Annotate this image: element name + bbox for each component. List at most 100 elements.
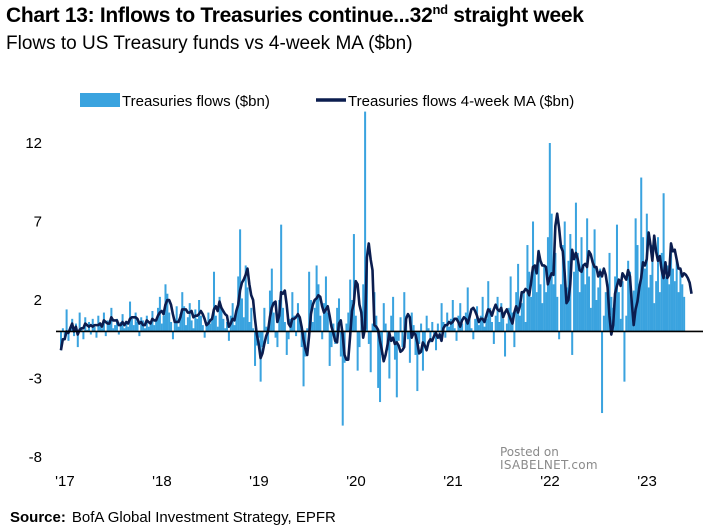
flow-bar xyxy=(636,245,639,332)
flow-bar xyxy=(379,331,382,403)
flow-bar xyxy=(108,323,111,332)
flow-bar xyxy=(608,252,611,332)
flow-bar xyxy=(95,331,98,338)
flow-bar xyxy=(73,331,76,337)
flow-bar xyxy=(565,287,568,332)
flow-bar xyxy=(130,318,133,332)
flow-bar xyxy=(589,307,592,332)
flow-bar xyxy=(412,325,415,332)
flow-bar xyxy=(78,312,81,332)
flow-bar xyxy=(552,284,555,332)
flow-bar xyxy=(673,281,676,332)
x-tick-label: '21 xyxy=(443,473,463,490)
flow-bar xyxy=(645,213,648,332)
flow-bar xyxy=(369,331,372,373)
flow-bar xyxy=(599,268,602,332)
flow-bar xyxy=(336,307,339,332)
flow-bar xyxy=(602,315,605,332)
flow-bar xyxy=(248,321,251,332)
flow-bar xyxy=(134,312,137,332)
flow-bar xyxy=(539,284,542,332)
flow-bar xyxy=(670,249,673,332)
flow-bar xyxy=(192,328,195,332)
flow-bar xyxy=(82,331,85,340)
flow-bar xyxy=(114,325,117,332)
flow-bar xyxy=(227,331,230,341)
flow-bar xyxy=(93,326,96,332)
flow-bar xyxy=(492,331,495,344)
flow-bar xyxy=(352,234,355,332)
flow-bar xyxy=(671,268,674,332)
x-tick-label: '19 xyxy=(249,473,269,490)
watermark-line1: Posted on xyxy=(500,445,559,459)
flow-bar xyxy=(226,321,229,332)
flow-bar xyxy=(537,249,540,332)
flow-bar xyxy=(548,143,551,332)
flow-bar xyxy=(655,281,658,332)
flow-bar xyxy=(129,301,132,332)
flow-bar xyxy=(188,303,191,332)
flow-bar xyxy=(530,296,533,332)
flow-bar xyxy=(410,312,413,332)
flow-bar xyxy=(190,320,193,332)
ma-series-line xyxy=(59,212,693,363)
flow-bar xyxy=(185,325,188,332)
flow-bar xyxy=(576,252,579,332)
flow-bar xyxy=(571,331,574,355)
flow-bar xyxy=(642,237,645,332)
flow-bar xyxy=(138,331,141,337)
flow-bar xyxy=(584,284,587,332)
flow-bar xyxy=(115,318,118,332)
flow-bar xyxy=(375,315,378,332)
flow-bar xyxy=(384,323,387,332)
flow-bar xyxy=(660,252,663,332)
flow-bar xyxy=(643,268,646,332)
flow-bar xyxy=(388,331,391,379)
chart-title-tail: straight week xyxy=(447,4,584,27)
chart-title: Chart 13: Inflows to Treasuries continue… xyxy=(6,2,584,28)
flow-bar xyxy=(101,328,104,332)
flow-bar xyxy=(610,296,613,332)
legend-label-bars: Treasuries flows ($bn) xyxy=(122,93,270,110)
watermark: Posted on ISABELNET.com xyxy=(500,446,598,472)
flow-bar xyxy=(390,315,393,332)
flow-bar xyxy=(272,312,275,332)
flow-bar xyxy=(330,331,333,348)
flow-bar xyxy=(295,331,298,337)
flow-bar xyxy=(106,320,109,332)
x-tick-label: '20 xyxy=(346,473,366,490)
flow-bar xyxy=(446,312,449,332)
flow-bar xyxy=(291,292,294,332)
flow-bar xyxy=(231,303,234,332)
flow-bar xyxy=(481,296,484,332)
flow-bar xyxy=(313,307,316,332)
y-tick-label: -3 xyxy=(29,371,42,388)
flow-bar xyxy=(257,331,260,338)
flow-bar xyxy=(429,331,432,343)
flow-bar xyxy=(485,318,488,332)
flow-bar xyxy=(494,315,497,332)
flow-bar xyxy=(99,325,102,332)
flow-bar xyxy=(401,331,404,348)
flow-bar xyxy=(300,331,303,348)
chart-area: Treasuries flows ($bn) Treasuries flows … xyxy=(25,93,703,490)
flow-bar xyxy=(658,292,661,332)
flow-bar xyxy=(332,323,335,332)
flow-bar xyxy=(339,331,342,357)
flow-bar xyxy=(502,318,505,332)
chart-title-superscript: nd xyxy=(432,2,448,17)
flow-bar xyxy=(321,331,324,340)
chart-subtitle: Flows to US Treasury funds vs 4-week MA … xyxy=(6,33,413,54)
flow-bar xyxy=(392,296,395,332)
flow-bar xyxy=(593,229,596,332)
flow-bar xyxy=(265,326,268,332)
flow-bar xyxy=(136,321,139,332)
flow-bar xyxy=(367,331,370,344)
flow-bar xyxy=(168,312,171,332)
flow-bar xyxy=(175,306,178,332)
flow-bar xyxy=(653,303,656,332)
flow-bar xyxy=(194,309,197,332)
flow-bar xyxy=(574,202,577,332)
flow-bar xyxy=(306,328,309,332)
x-tick-label: '22 xyxy=(540,473,560,490)
